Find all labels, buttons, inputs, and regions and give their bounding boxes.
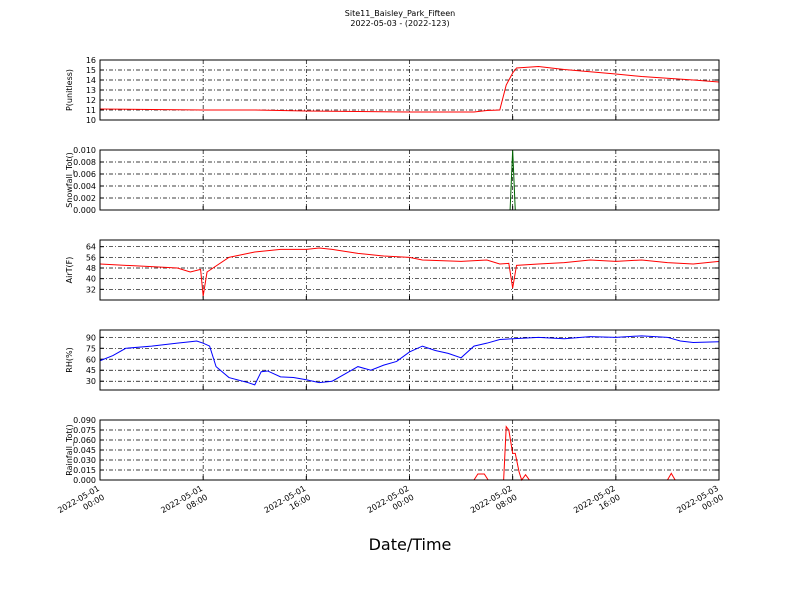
y-axis-title: AirT(F): [65, 257, 74, 284]
y-tick-label: 0.004: [73, 182, 96, 191]
axes-frame: [99, 329, 720, 391]
y-tick-label: 0.000: [73, 206, 96, 215]
y-tick-label: 90: [86, 333, 96, 342]
y-tick-label: 0.008: [73, 158, 96, 167]
y-axis-title: RH(%): [65, 347, 74, 372]
figure-title: Site11_Baisley_Park_Fifteen: [345, 9, 455, 18]
x-axis-title: Date/Time: [369, 535, 452, 554]
data-line: [99, 335, 720, 386]
y-tick-label: 75: [86, 344, 96, 353]
y-tick-label: 0.090: [73, 416, 96, 425]
y-tick-label: 30: [86, 377, 96, 386]
y-tick-label: 45: [86, 366, 96, 375]
y-tick-label: 0.015: [73, 466, 96, 475]
axes-frame: [99, 149, 720, 211]
axes-frame: [99, 239, 720, 301]
y-tick-label: 40: [86, 275, 96, 284]
y-tick-label: 56: [86, 253, 96, 262]
y-tick-label: 0.002: [73, 194, 96, 203]
y-tick-label: 0.000: [73, 476, 96, 485]
y-tick-label: 0.030: [73, 456, 96, 465]
y-tick-label: 0.006: [73, 170, 96, 179]
y-tick-label: 10: [86, 116, 96, 125]
y-tick-label: 12: [86, 96, 96, 105]
y-axis-title: Snowfall_Tot(): [65, 152, 74, 208]
y-tick-label: 13: [86, 86, 96, 95]
y-tick-label: 0.060: [73, 436, 96, 445]
y-tick-label: 64: [86, 243, 96, 252]
y-tick-label: 0.045: [73, 446, 96, 455]
data-line: [99, 65, 720, 113]
axes-frame: [99, 59, 720, 121]
y-tick-label: 15: [86, 66, 96, 75]
y-tick-label: 14: [86, 76, 96, 85]
figure-subtitle: 2022-05-03 - (2022-123): [350, 19, 449, 28]
y-tick-label: 0.010: [73, 146, 96, 155]
y-tick-label: 48: [86, 264, 96, 273]
y-tick-label: 0.075: [73, 426, 96, 435]
y-tick-label: 32: [86, 285, 96, 294]
y-axis-title: P(unitless): [65, 69, 74, 111]
data-line: [99, 247, 720, 297]
y-tick-label: 11: [86, 106, 96, 115]
y-axis-title: Rainfall_Tot(): [65, 424, 74, 476]
axes-frame: [99, 419, 720, 481]
y-tick-label: 60: [86, 355, 96, 364]
y-tick-label: 16: [86, 56, 96, 65]
data-line: [100, 425, 719, 482]
